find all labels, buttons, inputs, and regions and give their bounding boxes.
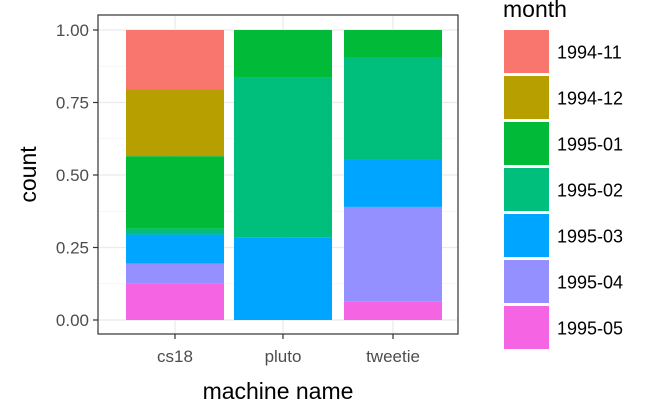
bar-segment-cs18-1995-02 (126, 228, 224, 235)
bar-segment-pluto-1995-03 (234, 237, 332, 320)
legend-key-1995-04 (504, 260, 549, 303)
bar-segment-cs18-1994-11 (126, 30, 224, 90)
bar-segment-tweetie-1995-02 (344, 57, 442, 160)
legend-key-1995-03 (504, 214, 549, 257)
bar-segment-tweetie-1995-05 (344, 301, 442, 320)
x-axis-title: machine name (203, 378, 354, 404)
legend-key-1994-11 (504, 30, 549, 73)
legend-key-1995-02 (504, 168, 549, 211)
bar-segment-tweetie-1995-01 (344, 30, 442, 58)
legend: month 1994-11 1994-12 1995-01 1995-02 1995-0… (503, 0, 623, 349)
bar-segment-cs18-1995-01 (126, 156, 224, 229)
x-tick-label: pluto (265, 347, 302, 366)
y-tick-label: 0.50 (56, 166, 89, 185)
y-tick-label: 0.75 (56, 94, 89, 113)
legend-key-1995-05 (504, 306, 549, 349)
legend-label: 1995-01 (557, 135, 623, 155)
x-tick-label: tweetie (366, 347, 420, 366)
legend-title: month (503, 0, 567, 22)
bars (126, 30, 442, 320)
y-tick-label: 0.25 (56, 239, 89, 258)
legend-key-1995-01 (504, 122, 549, 165)
x-axis: cs18 pluto tweetie (157, 334, 420, 366)
y-axis-title: count (15, 146, 41, 203)
legend-label: 1995-02 (557, 181, 623, 201)
bar-segment-cs18-1995-04 (126, 263, 224, 284)
y-tick-label: 1.00 (56, 21, 89, 40)
legend-label: 1995-04 (557, 273, 623, 293)
y-tick-label: 0.00 (56, 311, 89, 330)
bar-segment-pluto-1995-02 (234, 77, 332, 238)
panel-border (97, 14, 459, 335)
legend-label: 1994-12 (557, 89, 623, 109)
legend-key-1994-12 (504, 76, 549, 119)
legend-label: 1995-05 (557, 319, 623, 339)
bar-segment-cs18-1995-05 (126, 283, 224, 320)
x-tick-label: cs18 (157, 347, 193, 366)
bar-segment-cs18-1995-03 (126, 234, 224, 264)
legend-label: 1995-03 (557, 227, 623, 247)
bar-segment-cs18-1994-12 (126, 89, 224, 157)
bar-segment-tweetie-1995-03 (344, 159, 442, 207)
bar-segment-pluto-1995-01 (234, 30, 332, 78)
bar-segment-tweetie-1995-04 (344, 206, 442, 302)
y-axis: 0.00 0.25 0.50 0.75 1.00 (56, 21, 98, 330)
legend-label: 1994-11 (557, 43, 622, 63)
